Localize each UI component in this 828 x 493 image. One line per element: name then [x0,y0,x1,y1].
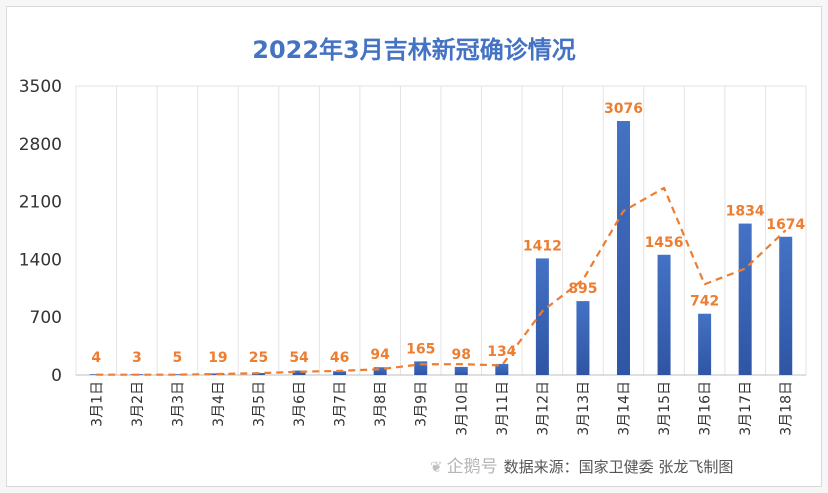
trend-line [96,186,787,376]
bar [292,370,306,375]
x-tick-label: 3月17日 [738,381,754,436]
y-tick-label: 0 [51,366,62,386]
data-label: 1412 [523,238,562,254]
x-tick-label: 3月9日 [414,381,430,427]
data-label: 742 [690,294,719,310]
x-tick-label: 3月15日 [657,381,673,436]
data-label: 134 [487,344,516,360]
y-tick-label: 700 [30,308,62,328]
x-tick-label: 3月16日 [698,381,714,436]
x-tick-label: 3月2日 [130,381,146,427]
data-label: 94 [370,347,390,363]
data-label: 1674 [766,217,805,233]
x-tick-label: 3月14日 [617,381,633,436]
x-tick-label: 3月8日 [373,381,389,427]
bar [170,374,184,375]
y-tick-label: 2800 [19,135,62,155]
x-tick-label: 3月13日 [576,381,592,436]
x-tick-label: 3月1日 [89,381,105,427]
bar [454,366,468,375]
bar [738,223,752,375]
bar [698,313,712,375]
watermark-brand: 企鹅号 [446,457,498,477]
x-tick-label: 3月12日 [535,381,551,436]
data-label: 3 [132,350,142,366]
x-tick-label: 3月18日 [779,381,795,436]
x-tick-label: 3月3日 [170,381,186,427]
x-tick-label: 3月6日 [292,381,308,427]
data-label: 895 [568,281,597,297]
data-label: 25 [249,350,268,366]
x-tick-label: 3月10日 [454,381,470,436]
data-label: 1834 [726,204,765,220]
x-tick-label: 3月4日 [211,381,227,427]
y-tick-label: 2100 [19,193,62,213]
data-label: 19 [208,350,227,366]
watermark: ❦ 企鹅号 数据来源：国家卫健委 张龙飞制图 [430,452,733,477]
watermark-credit: 数据来源：国家卫健委 张龙飞制图 [503,458,734,476]
data-label: 46 [330,350,349,366]
chart-title: 2022年3月吉林新冠确诊情况 [252,36,576,64]
data-label: 3076 [604,101,643,117]
bar [779,236,793,375]
bar [333,371,347,375]
data-label: 5 [173,350,183,366]
bar [373,367,387,375]
data-label: 1456 [645,235,684,251]
paw-icon: ❦ [430,458,443,476]
x-tick-label: 3月5日 [252,381,268,427]
data-label: 165 [406,341,435,357]
bar [535,258,549,375]
bar [89,374,103,375]
bar [495,363,509,375]
bar [657,254,671,375]
data-label: 54 [289,350,309,366]
bar [576,301,590,375]
x-tick-label: 3月7日 [333,381,349,427]
bar [617,121,630,375]
data-label: 98 [452,347,471,363]
data-label: 4 [91,350,101,366]
y-tick-label: 3500 [19,77,62,97]
y-tick-label: 1400 [19,250,62,270]
x-tick-label: 3月11日 [495,381,511,436]
